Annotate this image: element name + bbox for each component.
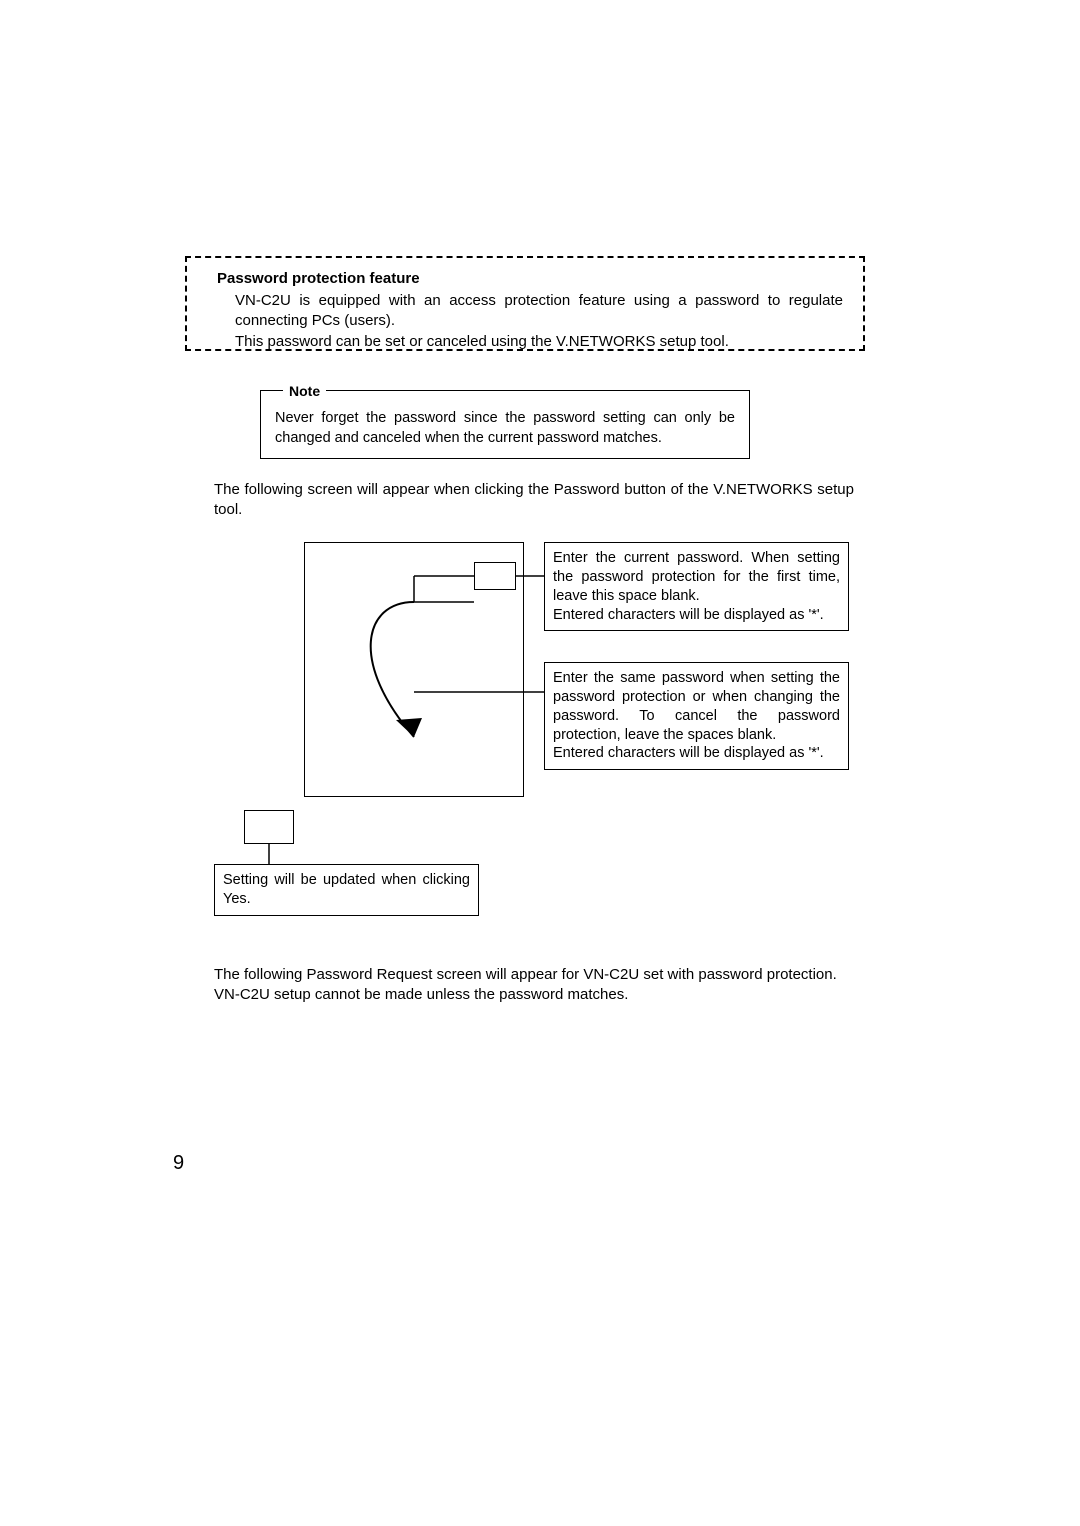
closing-paragraph-b: VN-C2U setup cannot be made unless the p… [214, 986, 628, 1003]
closing-paragraph-a: The following Password Request screen wi… [214, 966, 837, 983]
page: Password protection feature VN-C2U is eq… [0, 0, 1080, 1526]
password-feature-box: Password protection feature VN-C2U is eq… [185, 256, 865, 351]
password-feature-title: Password protection feature [217, 270, 843, 287]
note-text: Never forget the password since the pass… [275, 410, 735, 446]
info-confirm-password-b: Entered characters will be displayed as … [553, 745, 824, 761]
note-label: Note [283, 382, 326, 401]
info-confirm-password: Enter the same password when setting the… [544, 662, 849, 770]
password-feature-body: VN-C2U is equipped with an access protec… [217, 291, 843, 352]
password-feature-line1: VN-C2U is equipped with an access protec… [235, 292, 843, 329]
info-current-password: Enter the current password. When setting… [544, 542, 849, 631]
note-box: Note Never forget the password since the… [260, 390, 750, 459]
intro-paragraph: The following screen will appear when cl… [214, 480, 854, 521]
closing-paragraph: The following Password Request screen wi… [214, 965, 854, 1006]
info-confirm-password-a: Enter the same password when setting the… [553, 670, 840, 743]
password-feature-line2: This password can be set or canceled usi… [235, 333, 729, 350]
info-current-password-b: Entered characters will be displayed as … [553, 607, 824, 623]
info-current-password-a: Enter the current password. When setting… [553, 550, 840, 604]
page-number: 9 [173, 1152, 184, 1175]
ok-button-rect [244, 810, 294, 844]
password-diagram: Enter the current password. When setting… [214, 542, 854, 942]
password-field-rect [474, 562, 516, 590]
info-ok-action: Setting will be updated when clicking Ye… [214, 864, 479, 916]
note-wrapper: Note Never forget the password since the… [260, 390, 750, 459]
